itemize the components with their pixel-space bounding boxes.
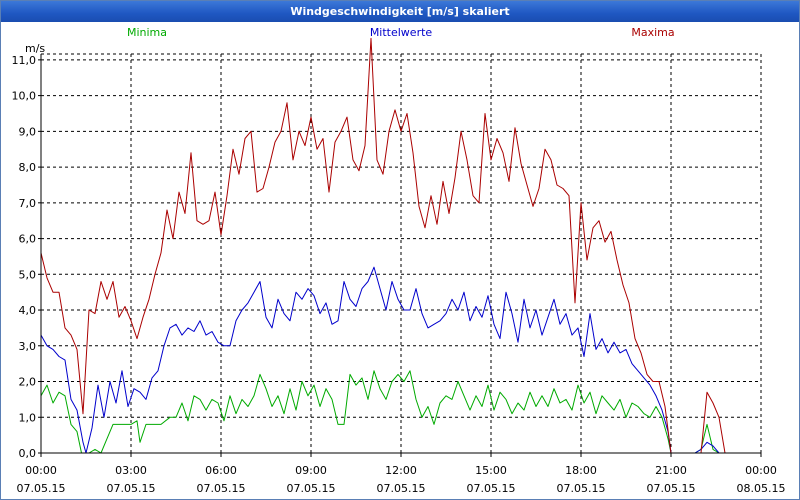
- legend-mittelwerte: Mittelwerte: [370, 26, 433, 39]
- y-tick-label: 1,0: [19, 411, 37, 424]
- x-tick-date: 07.05.15: [647, 482, 696, 495]
- x-tick-time: 09:00: [295, 464, 327, 477]
- y-tick-label: 5,0: [19, 268, 37, 281]
- legend-minima: Minima: [127, 26, 167, 39]
- y-tick-label: 9,0: [19, 125, 37, 138]
- series-maxima-line: [40, 37, 761, 454]
- x-tick-date: 07.05.15: [377, 482, 426, 495]
- y-tick-label: 7,0: [19, 197, 37, 210]
- y-tick-label: 2,0: [19, 376, 37, 389]
- wind-speed-chart: 0,0 1,0 2,0 3,0 4,0 5,0 6,0 7,0 8,0 9,0 10,0 11,0 00…: [12, 26, 786, 495]
- y-tick-label: 8,0: [19, 161, 37, 174]
- x-tick-date: 07.05.15: [197, 482, 246, 495]
- x-tick-date: 07.05.15: [287, 482, 336, 495]
- x-tick-date: 07.05.15: [557, 482, 606, 495]
- x-tick-time: 00:00: [745, 464, 777, 477]
- x-tick-time: 00:00: [25, 464, 57, 477]
- series-mittelwerte-line: [40, 266, 761, 454]
- x-tick-time: 03:00: [115, 464, 147, 477]
- window-title: Windgeschwindigkeit [m/s] skaliert: [1, 1, 799, 22]
- x-tick-time: 06:00: [205, 464, 237, 477]
- x-tick-date: 07.05.15: [467, 482, 516, 495]
- x-tick-time: 21:00: [655, 464, 687, 477]
- y-tick-label: 10,0: [12, 90, 37, 103]
- y-tick-label: 0,0: [19, 447, 37, 460]
- y-tick-label: 6,0: [19, 233, 37, 246]
- y-tick-label: 3,0: [19, 340, 37, 353]
- x-tick-time: 18:00: [565, 464, 597, 477]
- series-minima-line: [40, 370, 761, 454]
- legend-maxima: Maxima: [631, 26, 674, 39]
- y-tick-label: 11,0: [12, 54, 37, 67]
- x-tick-date: 08.05.15: [737, 482, 786, 495]
- x-tick-time: 15:00: [475, 464, 507, 477]
- y-axis-unit-label: m/s: [25, 42, 45, 55]
- y-tick-label: 4,0: [19, 304, 37, 317]
- x-tick-time: 12:00: [385, 464, 417, 477]
- x-tick-date: 07.05.15: [17, 482, 66, 495]
- x-tick-date: 07.05.15: [107, 482, 156, 495]
